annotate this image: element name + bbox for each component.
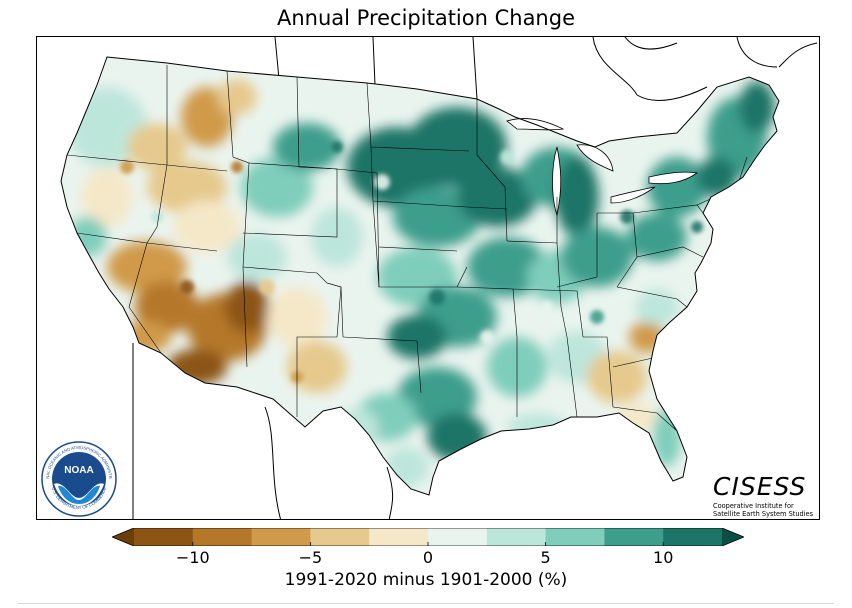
colorbar-segment (663, 528, 723, 546)
context-lines (132, 37, 818, 519)
cisess-wordmark: CISESS (713, 472, 807, 501)
colorbar-tick-label: −10 (175, 548, 210, 567)
colorbar-tick-label: −5 (298, 548, 323, 567)
cisess-subtitle-line2: Satellite Earth System Studies (713, 510, 814, 518)
colorbar-segment (251, 528, 311, 546)
colorbar-segment (604, 528, 664, 546)
noaa-logo: NOAA NATIONAL OCEANIC AND ATMOSPHERIC AD… (40, 440, 117, 517)
map-frame (36, 36, 820, 520)
precipitation-field (61, 57, 779, 495)
colorbar-tick-label: 10 (653, 548, 674, 567)
cisess-logo: CISESS Cooperative Institute for Satelli… (713, 472, 818, 519)
colorbar-segment (428, 528, 488, 546)
colorbar-segment (310, 528, 370, 546)
state-boundaries (66, 65, 778, 432)
colorbar-segment (545, 528, 605, 546)
noaa-center-text: NOAA (64, 465, 93, 476)
colorbar (112, 528, 744, 546)
colorbar-tick-label: 0 (422, 548, 434, 567)
colorbar-label: 1991-2020 minus 1901-2000 (%) (284, 570, 568, 590)
colorbar-extend-high (722, 528, 744, 546)
cisess-subtitle-line1: Cooperative Institute for (713, 502, 794, 510)
colorbar-tick-label: 5 (540, 548, 551, 567)
colorbar-segment (486, 528, 547, 546)
colorbar-segment (369, 528, 429, 546)
precipitation-map (60, 37, 818, 519)
colorbar-segment (192, 528, 253, 546)
colorbar-extend-low (112, 528, 134, 546)
chart-title: Annual Precipitation Change (276, 6, 575, 30)
colorbar-segment (134, 528, 194, 546)
bottom-divider (18, 603, 834, 604)
